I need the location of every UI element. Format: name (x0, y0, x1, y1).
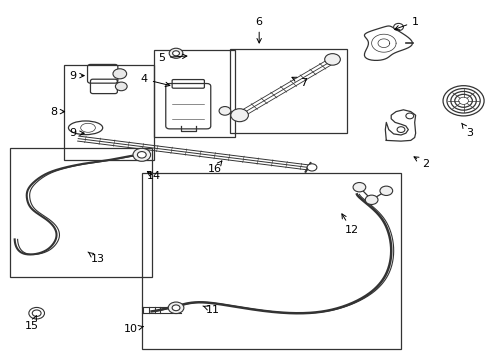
Circle shape (172, 305, 180, 311)
Circle shape (137, 152, 146, 158)
Bar (229, 49, 346, 133)
Text: 9: 9 (69, 128, 84, 138)
Bar (10, 148, 151, 277)
Text: 4: 4 (141, 74, 169, 86)
Circle shape (352, 183, 365, 192)
Circle shape (172, 51, 179, 56)
Text: 15: 15 (25, 315, 39, 331)
Text: 10: 10 (124, 324, 143, 334)
Circle shape (306, 164, 316, 171)
Text: 5: 5 (158, 53, 186, 63)
Circle shape (379, 186, 392, 195)
Text: 11: 11 (203, 305, 219, 315)
Circle shape (393, 23, 403, 31)
Bar (154, 50, 234, 137)
Circle shape (113, 69, 126, 79)
Circle shape (324, 54, 340, 65)
Text: 16: 16 (208, 161, 222, 174)
Text: 9: 9 (69, 71, 84, 81)
Bar (142, 173, 400, 349)
Circle shape (405, 113, 413, 119)
Text: 8: 8 (50, 107, 64, 117)
Circle shape (168, 302, 183, 314)
Circle shape (219, 107, 230, 115)
Text: 2: 2 (413, 157, 428, 169)
Circle shape (32, 310, 41, 316)
Text: 12: 12 (341, 214, 358, 235)
Text: 3: 3 (461, 123, 472, 138)
Circle shape (115, 82, 127, 91)
Text: 1: 1 (394, 17, 418, 30)
Circle shape (29, 307, 44, 319)
Text: 6: 6 (255, 17, 262, 43)
Circle shape (133, 148, 150, 161)
Bar (63, 65, 154, 160)
Text: 13: 13 (88, 252, 104, 264)
Circle shape (230, 109, 248, 122)
Text: 14: 14 (147, 171, 161, 181)
Circle shape (169, 48, 183, 58)
Circle shape (365, 195, 377, 204)
Circle shape (396, 127, 404, 132)
Text: 7: 7 (291, 77, 306, 88)
